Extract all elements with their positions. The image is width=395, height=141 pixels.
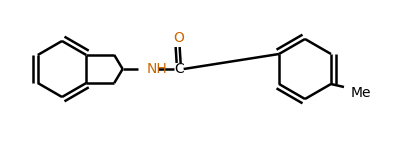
Text: Me: Me	[351, 86, 371, 100]
Text: NH: NH	[147, 62, 167, 76]
Text: C: C	[174, 62, 184, 76]
Text: O: O	[173, 31, 184, 45]
